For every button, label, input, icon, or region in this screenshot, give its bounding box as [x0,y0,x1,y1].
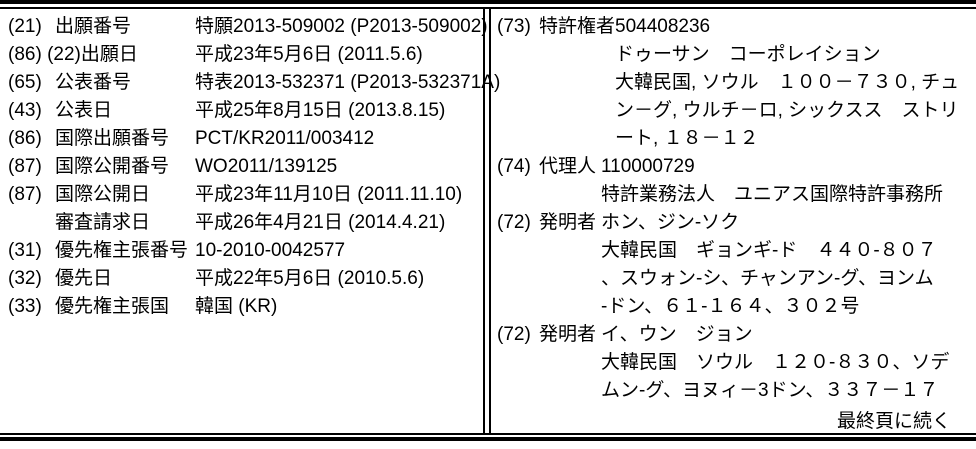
column-divider-left-line [483,9,485,433]
field-label: 出願日 [80,44,138,65]
field-value: 平成22年5月6日 (2010.5.6) [195,268,425,289]
field-value: イ、ウン ジョン 大韓民国 ソウル １２０-８３０、ソデ ムン-グ、ヨヌィ－3ド… [601,324,950,401]
field-row-filing-date: (86) (22) 出願日 平成23年5月6日 (2011.5.6) [8,41,478,69]
field-row-priority-number: (31) 優先権主張番号 10-2010-0042577 [8,237,478,265]
field-code: (86) [8,128,42,149]
field-value: 平成23年11月10日 (2011.11.10) [195,184,463,205]
biblio-right-column: (73) 特許権者 504408236 ドゥーサン コーポレイション 大韓民国, … [497,13,967,405]
field-code: (87) [8,156,42,177]
field-value: 特表2013-532371 (P2013-532371A) [195,72,501,93]
field-value: ホン、ジン-ソク 大韓民国 ギョンギ-ド ４４０-８０７ 、スウォン-シ、チャン… [601,212,937,317]
field-label: 優先権主張国 [55,296,170,317]
field-code: (43) [8,100,42,121]
bottom-rule-thin [0,433,976,435]
field-label: 国際出願番号 [55,128,170,149]
field-row-publication-date: (43) 公表日 平成25年8月15日 (2013.8.15) [8,97,478,125]
field-row-inventor-1: (72) 発明者 ホン、ジン-ソク 大韓民国 ギョンギ-ド ４４０-８０７ 、スウ… [497,209,967,321]
bottom-rule-thick [0,437,976,441]
biblio-left-column: (21) 出願番号 特願2013-509002 (P2013-509002) (8… [8,13,500,321]
field-code: (87) [8,184,42,205]
field-row-intl-publication-date: (87) 国際公開日 平成23年11月10日 (2011.11.10) [8,181,478,209]
field-code: (65) [8,72,42,93]
field-code: (33) [8,296,42,317]
field-label: 国際公開日 [55,184,151,205]
field-row-intl-publication-number: (87) 国際公開番号 WO2011/139125 [8,153,478,181]
top-rule-thick [0,0,976,4]
field-value: 特願2013-509002 (P2013-509002) [195,16,488,37]
field-code: (74) [497,156,531,177]
field-code: (21) [8,16,42,37]
field-label: 公表番号 [55,72,132,93]
field-label: 審査請求日 [55,212,151,233]
field-code: (73) [497,16,531,37]
field-code: (31) [8,240,42,261]
field-label: 優先日 [55,268,113,289]
field-code: (72) [497,324,531,345]
field-row-priority-date: (32) 優先日 平成22年5月6日 (2010.5.6) [8,265,478,293]
field-code: (72) [497,212,531,233]
field-value: PCT/KR2011/003412 [195,128,375,149]
field-label: 発明者 [539,324,597,345]
field-value: WO2011/139125 [195,156,338,177]
top-rule-thin [0,7,976,9]
field-code: (86) (22) [8,44,81,65]
field-code: (32) [8,268,42,289]
field-row-examination-request-date: 審査請求日 平成26年4月21日 (2014.4.21) [8,209,478,237]
field-label: 国際公開番号 [55,156,170,177]
field-row-application-number: (21) 出願番号 特願2013-509002 (P2013-509002) [8,13,488,41]
field-row-inventor-2: (72) 発明者 イ、ウン ジョン 大韓民国 ソウル １２０-８３０、ソデ ムン-… [497,321,967,405]
field-value: 平成23年5月6日 (2011.5.6) [195,44,423,65]
field-label: 優先権主張番号 [55,240,189,261]
field-label: 発明者 [539,212,597,233]
continued-on-last-page-note: 最終頁に続く [836,411,951,432]
field-row-intl-application-number: (86) 国際出願番号 PCT/KR2011/003412 [8,125,478,153]
column-divider-right-line [489,9,491,433]
field-label: 代理人 [539,156,597,177]
field-row-publication-number: (65) 公表番号 特表2013-532371 (P2013-532371A) [8,69,500,97]
field-value: 平成26年4月21日 (2014.4.21) [195,212,446,233]
field-code [8,209,55,237]
field-label: 出願番号 [55,16,132,37]
field-value: 10-2010-0042577 [195,240,346,261]
field-row-agent: (74) 代理人 110000729 特許業務法人 ユニアス国際特許事務所 [497,153,967,209]
field-value: 韓国 (KR) [195,296,278,317]
field-row-priority-country: (33) 優先権主張国 韓国 (KR) [8,293,478,321]
field-value: 平成25年8月15日 (2013.8.15) [195,100,446,121]
field-value: 110000729 特許業務法人 ユニアス国際特許事務所 [601,156,944,205]
field-value: 504408236 ドゥーサン コーポレイション 大韓民国, ソウル １００－７… [615,16,960,149]
field-label: 特許権者 [539,16,616,37]
field-row-patentee: (73) 特許権者 504408236 ドゥーサン コーポレイション 大韓民国, … [497,13,967,153]
field-label: 公表日 [55,100,113,121]
